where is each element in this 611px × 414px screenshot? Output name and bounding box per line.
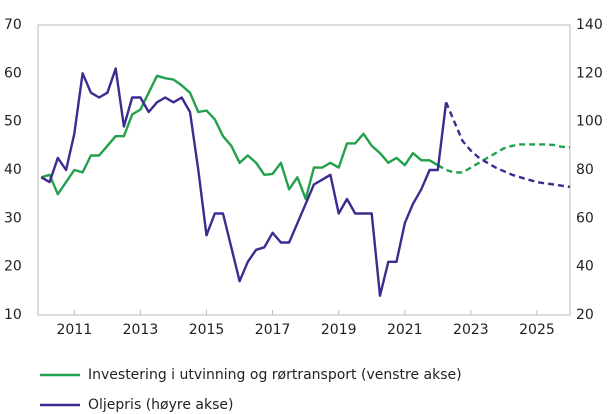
legend-label: Oljepris (høyre akse) [88, 397, 233, 413]
y2-tick-label: 120 [576, 65, 603, 81]
x-tick-label: 2023 [453, 322, 489, 338]
y2-tick-label: 20 [576, 307, 594, 323]
y-tick-label: 40 [4, 162, 22, 178]
legend-label: Investering i utvinning og rørtransport … [88, 367, 462, 383]
y2-tick-label: 100 [576, 114, 603, 130]
series-line [40, 67, 448, 297]
forecast-line [444, 101, 571, 189]
y-tick-label: 60 [4, 65, 22, 81]
x-tick-label: 2019 [321, 322, 357, 338]
y-tick-label: 20 [4, 259, 22, 275]
y2-tick-label: 40 [576, 259, 594, 275]
x-tick-label: 2015 [189, 322, 225, 338]
y2-tick-label: 80 [576, 162, 594, 178]
plot-frame [37, 24, 571, 316]
y-tick-label: 70 [4, 17, 22, 33]
y-tick-label: 10 [4, 307, 22, 323]
y2-tick-label: 140 [576, 17, 603, 33]
forecast-line [437, 143, 571, 174]
x-tick-label: 2013 [123, 322, 159, 338]
x-tick-label: 2017 [255, 322, 291, 338]
y-tick-label: 30 [4, 210, 22, 226]
y-tick-label: 50 [4, 114, 22, 130]
x-tick-label: 2011 [57, 322, 93, 338]
x-tick-label: 2025 [519, 322, 555, 338]
series-line [40, 74, 439, 201]
y2-tick-label: 60 [576, 210, 594, 226]
x-tick-label: 2021 [387, 322, 423, 338]
